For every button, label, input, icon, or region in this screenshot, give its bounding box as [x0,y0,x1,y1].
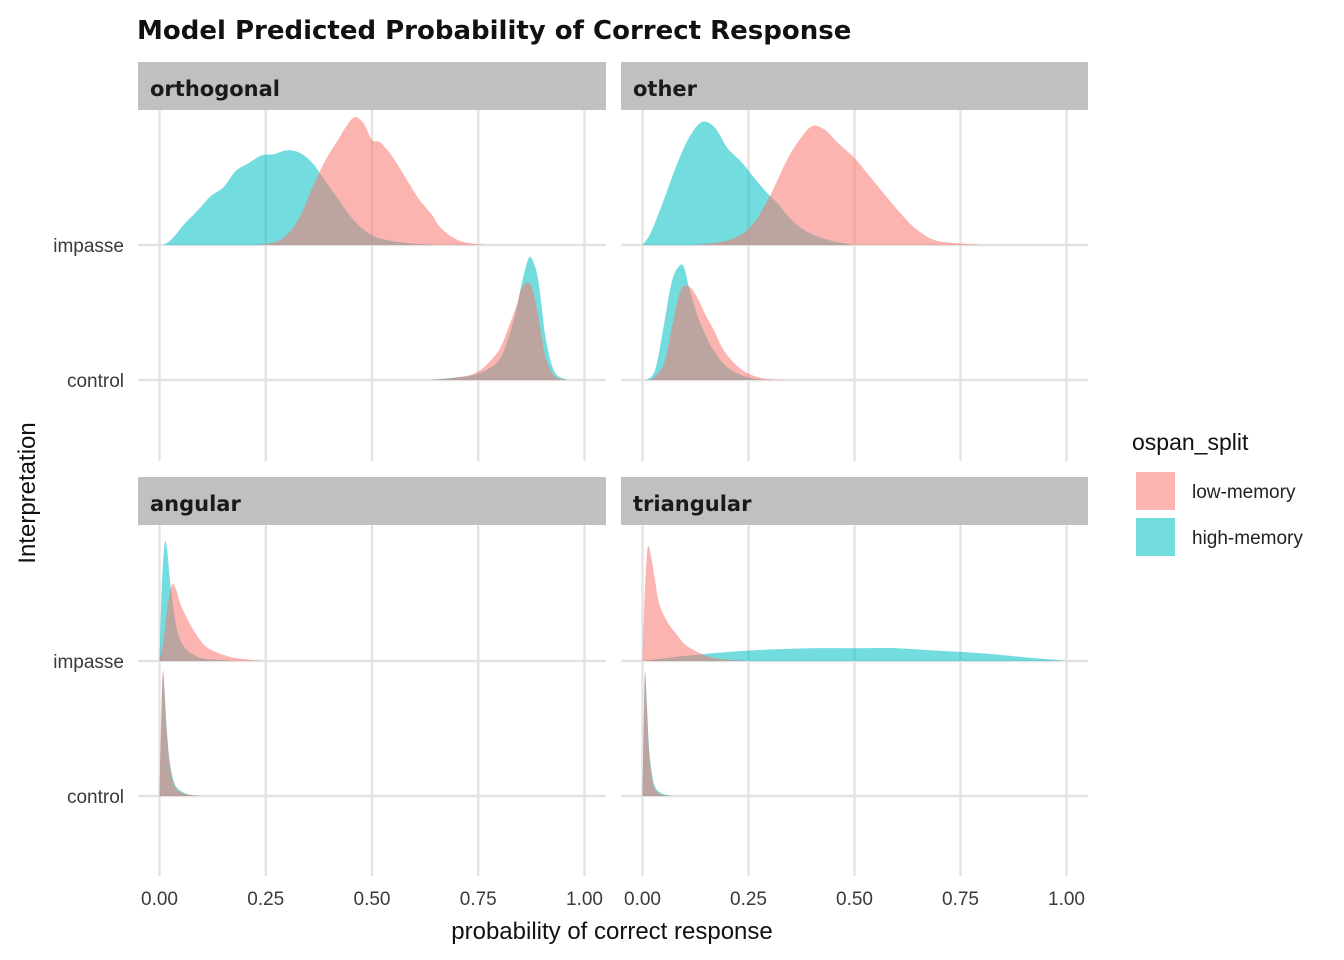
strip-label-angular: angular [150,492,241,516]
x-tick-label: 0.00 [141,889,178,910]
strip-angular [138,477,606,525]
y-tick-label-control: control [67,787,124,808]
ridge-triangular-control-low-memory [642,670,673,796]
legend-label-low-memory: low-memory [1192,482,1296,503]
x-tick-label: 1.00 [1048,889,1085,910]
x-tick-label: 0.50 [354,889,391,910]
x-tick-label: 0.25 [730,889,767,910]
strip-triangular [621,477,1088,525]
strip-other [621,62,1088,110]
ridge-other-impasse-high-memory [642,121,855,245]
y-axis-title: Interpretation [14,422,41,563]
ridge-orthogonal-impasse-low-memory [253,116,487,245]
facet-panels: orthogonal impasse control other angular impa… [53,62,1088,910]
panel-angular: angular impasse control 0.00 0.25 0.50 0.75 1.0… [53,477,606,910]
strip-label-triangular: triangular [633,492,752,516]
legend-title: ospan_split [1132,429,1249,455]
chart-title: Model Predicted Probability of Correct R… [137,16,851,46]
x-tick-label: 0.75 [942,889,979,910]
legend-key-low-memory [1136,472,1175,510]
legend-label-high-memory: high-memory [1192,528,1303,549]
y-tick-label-impasse: impasse [53,652,124,673]
legend-key-high-memory [1136,518,1175,556]
x-tick-label: 0.50 [836,889,873,910]
ridge-angular-control-high-memory [159,672,202,796]
ridge-triangular-impasse-low-memory [642,545,749,661]
ridge-orthogonal-impasse-high-memory [163,150,436,245]
x-axis-title: probability of correct response [451,918,773,945]
ridge-other-control-low-memory [651,285,791,380]
y-tick-label-control: control [67,371,124,392]
panel-triangular: triangular 0.00 0.25 0.50 0.75 1.00 [621,477,1088,910]
x-tick-label: 0.75 [460,889,497,910]
strip-label-orthogonal: orthogonal [150,77,280,101]
y-tick-label-impasse: impasse [53,236,124,257]
x-tick-label: 0.25 [247,889,284,910]
ridge-triangular-impasse-high-memory [642,648,1067,661]
ridge-orthogonal-control-low-memory [431,282,568,380]
x-tick-label: 1.00 [566,889,603,910]
ridge-angular-control-low-memory [159,669,202,796]
strip-orthogonal [138,62,606,110]
x-tick-label: 0.00 [624,889,661,910]
ridge-angular-impasse-low-memory [159,583,266,661]
panel-other: other [621,62,1088,461]
strip-label-other: other [633,77,698,101]
ridge-other-impasse-low-memory [693,125,982,245]
legend: ospan_split low-memory high-memory [1132,429,1303,556]
panel-orthogonal: orthogonal impasse control [53,62,606,461]
